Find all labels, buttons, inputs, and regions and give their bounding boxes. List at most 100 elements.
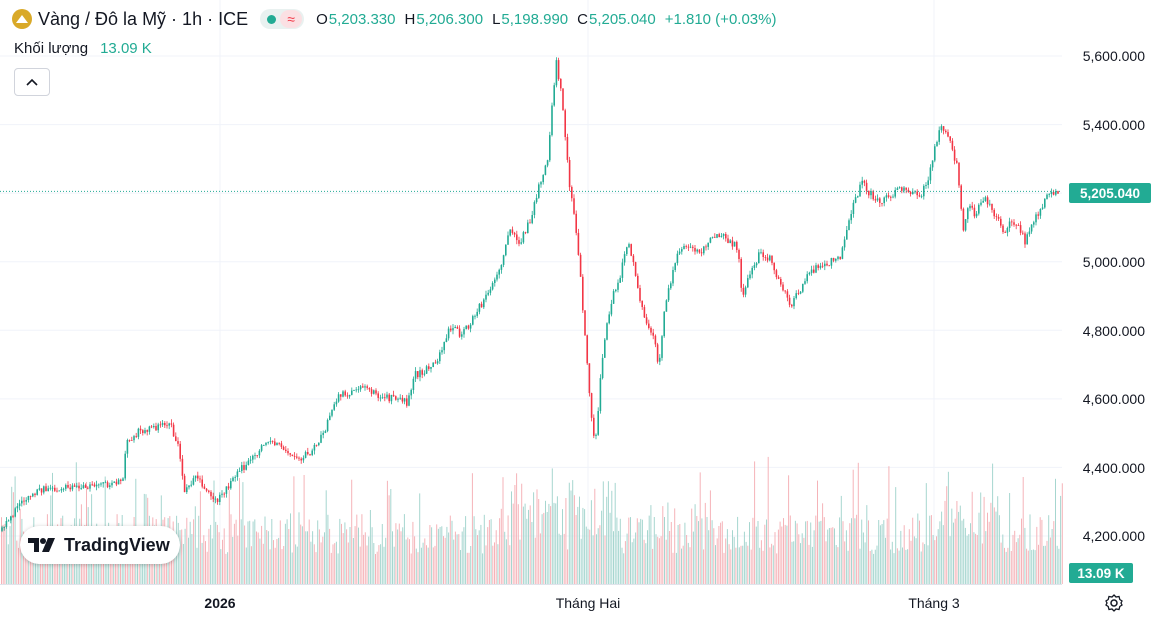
candle-body [71, 485, 74, 490]
candle-body [568, 160, 571, 188]
candle-body [626, 247, 628, 255]
candle-body [80, 488, 82, 489]
candle-body [45, 486, 47, 491]
volume-bar [477, 535, 478, 584]
candle-body [632, 255, 635, 263]
settings-gear-icon[interactable] [1103, 592, 1125, 614]
volume-bar [589, 529, 591, 584]
volume-bar [568, 482, 570, 584]
candle-body [964, 219, 967, 231]
candle-body [82, 485, 85, 489]
candle-body [619, 277, 621, 283]
volume-bar [488, 520, 490, 584]
volume-bar [718, 526, 720, 584]
candle-body [890, 196, 892, 198]
volume-bar [499, 518, 501, 584]
candle-body [694, 248, 696, 252]
candle-body [527, 222, 529, 233]
volume-bar [437, 528, 439, 584]
symbol-title[interactable]: Vàng / Đô la Mỹ · 1h · ICE [38, 8, 249, 29]
candle-body [483, 299, 485, 308]
candle-body [505, 244, 507, 256]
volume-bar [985, 531, 987, 584]
volume-bar [361, 514, 363, 584]
volume-bar [356, 514, 358, 584]
candle-body [60, 489, 63, 491]
volume-bar [849, 523, 851, 584]
candle-body [720, 235, 723, 238]
candle-body [700, 252, 703, 254]
candle-body [630, 244, 632, 256]
volume-bar [177, 522, 179, 584]
volume-bar [655, 534, 657, 584]
volume-bar [222, 539, 223, 584]
candle-body [714, 236, 716, 238]
volume-bar [364, 532, 366, 584]
candle-body [417, 371, 419, 378]
candle-body [575, 213, 577, 233]
volume-bar [529, 505, 531, 584]
volume-bar [944, 500, 946, 584]
volume-bar [373, 543, 375, 584]
market-status-badge[interactable]: ≈ [260, 9, 305, 29]
candle-body [850, 214, 852, 221]
volume-bar [201, 542, 203, 584]
gold-coin-icon[interactable] [12, 9, 32, 29]
candle-body [956, 160, 958, 163]
volume-bar [643, 539, 645, 584]
candle-body [225, 486, 228, 494]
volume-bar [341, 523, 342, 584]
volume-bar [810, 522, 812, 584]
tradingview-logo[interactable]: TradingView [20, 526, 180, 564]
candle-body [401, 397, 404, 402]
candle-body [84, 485, 87, 488]
volume-bar [256, 531, 257, 584]
volume-bar [864, 542, 866, 584]
candle-body [927, 180, 929, 185]
candle-body [876, 198, 879, 201]
volume-bar [334, 543, 336, 584]
open-label: O [316, 10, 328, 28]
volume-bar [242, 482, 244, 584]
volume-bar [585, 526, 587, 584]
volume-bar [279, 520, 281, 584]
candle-body [813, 269, 815, 273]
candle-body [573, 198, 575, 214]
volume-value: 13.09 K [100, 40, 152, 57]
candle-body [967, 208, 969, 220]
volume-legend[interactable]: Khối lượng 13.09 K [14, 40, 152, 57]
candle-body [667, 288, 670, 301]
candle-body [1046, 194, 1048, 199]
volume-bar [266, 530, 268, 584]
candle-body [267, 442, 269, 443]
volume-bar [228, 490, 230, 584]
volume-bar [223, 528, 225, 584]
volume-bar [67, 545, 69, 584]
volume-bar [845, 530, 847, 584]
volume-bar [856, 514, 858, 584]
volume-bar [754, 461, 756, 584]
volume-bar [555, 503, 557, 584]
candle-body [67, 485, 69, 488]
volume-bar [1031, 550, 1033, 584]
volume-bar [249, 520, 251, 584]
candle-body [445, 338, 448, 342]
volume-bar [670, 522, 672, 584]
volume-bar [592, 535, 594, 584]
volume-bar [194, 506, 196, 584]
volume-bar [305, 531, 307, 584]
volume-bar [827, 529, 829, 584]
collapse-legend-button[interactable] [14, 68, 50, 96]
candle-body [491, 283, 494, 290]
candle-body [797, 293, 800, 294]
volume-bar [930, 515, 932, 584]
candle-body [652, 332, 654, 336]
candle-body [414, 371, 417, 379]
volume-bar [805, 521, 807, 584]
candle-body [115, 481, 118, 485]
volume-bar [798, 534, 800, 584]
volume-bar [286, 519, 288, 584]
candle-body [269, 441, 272, 443]
volume-bar [961, 520, 963, 584]
